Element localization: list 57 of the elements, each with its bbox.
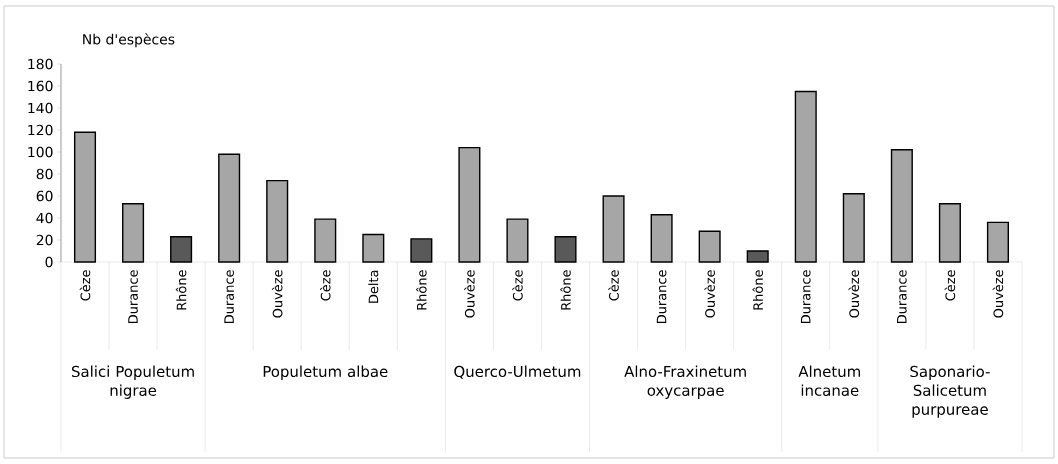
x-tick-label: Rhône (752, 270, 763, 310)
y-tick-label: 140 (28, 102, 53, 114)
x-tick-label: Durance (800, 270, 811, 323)
x-tick-label: Cèze (319, 270, 331, 301)
x-tick-label: Rhône (416, 270, 427, 310)
x-tick-label: Durance (656, 270, 667, 323)
bar (266, 179, 289, 263)
bar (938, 202, 961, 263)
text: Saponario-Salicetum purpureae (910, 365, 990, 418)
bar (170, 235, 193, 263)
bar (986, 221, 1009, 263)
x-tick-label: Ouvèze (704, 270, 715, 318)
x-tick-label: Delta (368, 270, 379, 303)
bar (746, 250, 769, 263)
x-tick-label: Ouvèze (464, 270, 475, 318)
bar (890, 149, 913, 263)
y-tick-label: 80 (36, 168, 53, 180)
y-tick-label: 100 (28, 146, 53, 158)
bar (794, 90, 817, 263)
text: Alnetum incanae (798, 365, 860, 397)
y-tick-label: 40 (36, 212, 53, 224)
y-tick-label: 160 (28, 80, 53, 92)
y-tick-label: 20 (36, 234, 53, 246)
bar (122, 202, 145, 263)
text: Salici Populetum nigrae (71, 365, 194, 399)
x-tick-label: Durance (897, 270, 907, 323)
bar (842, 193, 865, 263)
bar (506, 218, 529, 263)
x-tick-label: Durance (224, 270, 234, 323)
bar (698, 230, 721, 263)
text: Populetum albae (263, 365, 388, 380)
x-tick-label: Cèze (944, 270, 956, 301)
x-tick-label: Cèze (512, 270, 523, 301)
y-tick-label: 0 (45, 256, 53, 268)
bar (410, 238, 433, 263)
x-tick-label: Durance (128, 270, 138, 323)
y-tick-label: 60 (36, 190, 53, 202)
x-tick-label: Ouvèze (271, 270, 283, 318)
bar (458, 146, 481, 263)
bar (362, 233, 385, 263)
y-tick-label: 180 (28, 58, 53, 70)
bar (218, 153, 241, 263)
bar (73, 131, 97, 263)
y-axis-title: Nb d'espèces (83, 33, 175, 48)
text: Querco-Ulmetum (454, 365, 581, 379)
bar (650, 213, 673, 263)
text: Alno-Fraxinetum oxycarpae (624, 365, 746, 399)
x-tick-label: Cèze (608, 270, 619, 301)
bar (554, 235, 577, 263)
bar (602, 195, 625, 263)
x-tick-label: Ouvèze (848, 270, 860, 318)
y-tick-label: 120 (28, 124, 53, 136)
x-tick-label: Cèze (79, 270, 91, 301)
x-tick-label: Ouvèze (992, 270, 1004, 318)
x-tick-label: Rhône (175, 270, 187, 310)
bar (314, 218, 337, 263)
x-tick-label: Rhône (560, 270, 571, 310)
